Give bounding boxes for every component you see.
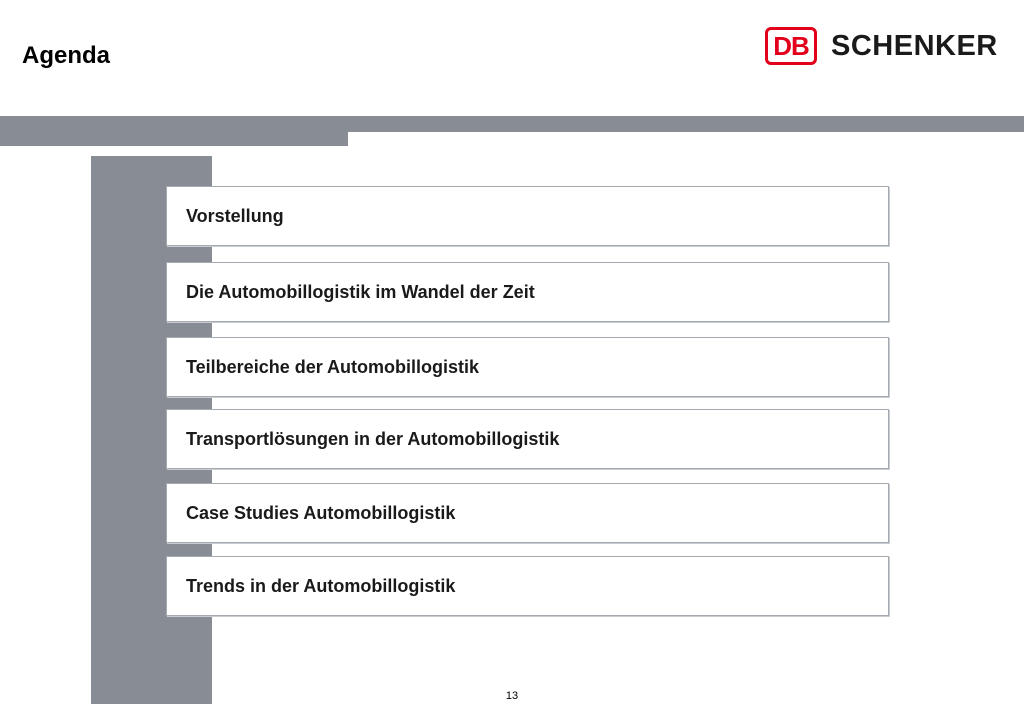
schenker-wordmark: SCHENKER <box>831 29 998 62</box>
page-number: 13 <box>505 690 519 702</box>
agenda-item-transportloesungen: Transportlösungen in der Automobillogist… <box>166 409 889 469</box>
agenda-item-vorstellung: Vorstellung <box>166 186 889 246</box>
header-divider-bar <box>0 116 1024 132</box>
header-divider-bar-accent <box>0 132 348 146</box>
db-schenker-logo: DB SCHENKER <box>765 26 998 66</box>
agenda-item-case-studies: Case Studies Automobillogistik <box>166 483 889 543</box>
agenda-item-teilbereiche: Teilbereiche der Automobillogistik <box>166 337 889 397</box>
page-title: Agenda <box>22 42 111 69</box>
db-logo-mark: DB <box>765 27 817 65</box>
agenda-item-trends: Trends in der Automobillogistik <box>166 556 889 616</box>
agenda-item-wandel: Die Automobillogistik im Wandel der Zeit <box>166 262 889 322</box>
